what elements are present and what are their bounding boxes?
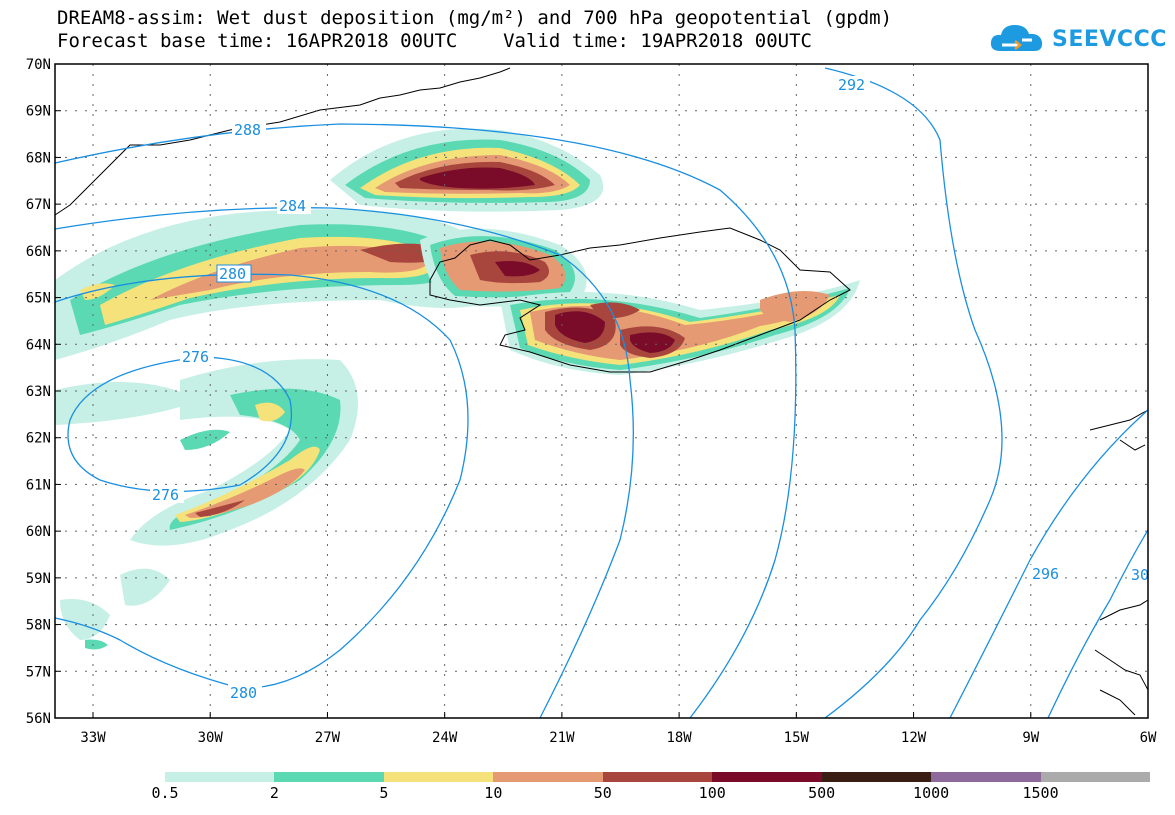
legend-label: 1500 (1022, 784, 1059, 802)
legend-swatch (712, 772, 822, 782)
contour-280 (54, 273, 469, 689)
contour-296 (949, 409, 1149, 719)
legend-swatch (1040, 772, 1150, 782)
lon-label: 21W (549, 730, 575, 746)
dust-deposition-shading (55, 128, 860, 650)
legend-swatch (821, 772, 932, 782)
legend-swatch (493, 772, 603, 782)
contour-300 (1047, 529, 1149, 719)
contour-284 (54, 207, 634, 719)
forecast-map: 292 288 284 280 276 276 280 296 30 70N 69… (26, 57, 1157, 746)
legend-label: 2 (269, 784, 279, 802)
legend-swatch (602, 772, 713, 782)
lat-label: 61N (26, 477, 51, 493)
latitude-labels: 70N 69N 68N 67N 66N 65N 64N 63N 62N 61N 60N 59N 58N 5… (26, 57, 61, 727)
lon-label: 15W (784, 730, 810, 746)
legend-swatch (383, 772, 494, 782)
lon-label: 27W (315, 730, 341, 746)
lat-label: 66N (26, 244, 51, 260)
legend-label: 50 (593, 784, 612, 802)
greenland-coastline (54, 67, 511, 216)
contour-label: 280 (230, 684, 257, 702)
lat-label: 57N (26, 664, 51, 680)
lat-label: 69N (26, 104, 51, 120)
contour-label: 280 (219, 265, 246, 283)
contour-label: 284 (279, 197, 306, 215)
lon-label: 30W (198, 730, 224, 746)
legend-swatch (274, 772, 384, 782)
longitude-labels: 33W 30W 27W 24W 21W 18W 15W 12W 9W 6W (80, 712, 1157, 746)
contour-label: 30 (1131, 566, 1149, 584)
coastlines (54, 67, 1149, 716)
contour-292 (824, 67, 1003, 719)
geopotential-contours (54, 67, 1149, 719)
lat-label: 67N (26, 197, 51, 213)
lon-label: 18W (666, 730, 692, 746)
legend-label: 1000 (913, 784, 950, 802)
lat-label: 56N (26, 711, 51, 727)
lat-label: 59N (26, 571, 51, 587)
iceland-coastline (429, 227, 851, 373)
cloud-icon (990, 25, 1043, 51)
legend-label: 100 (698, 784, 726, 802)
lat-label: 68N (26, 150, 51, 166)
contour-label: 276 (182, 348, 209, 366)
lat-label: 58N (26, 618, 51, 634)
legend-swatch (165, 772, 275, 782)
lat-label: 62N (26, 431, 51, 447)
scotland-coastline (1094, 599, 1149, 716)
graticule (55, 64, 1148, 718)
legend-label: 0.5 (151, 784, 179, 802)
legend-swatch (931, 772, 1041, 782)
contour-labels: 292 288 284 280 276 276 280 296 30 (150, 76, 1149, 702)
contour-label: 292 (838, 76, 865, 94)
faroe-coastline (1089, 409, 1149, 451)
lon-label: 9W (1022, 730, 1039, 746)
legend-label: 5 (379, 784, 389, 802)
lat-label: 64N (26, 337, 51, 353)
legend-label: 500 (808, 784, 836, 802)
lon-label: 12W (901, 730, 927, 746)
map-title: DREAM8-assim: Wet dust deposition (mg/m²… (57, 7, 893, 29)
lon-label: 6W (1140, 730, 1157, 746)
seevccc-logo: SEEVCCC (988, 18, 1167, 60)
contour-288 (54, 123, 797, 719)
contour-label: 288 (234, 121, 261, 139)
lat-label: 70N (26, 57, 51, 73)
lat-label: 65N (26, 291, 51, 307)
contour-label: 276 (152, 486, 179, 504)
color-legend (165, 772, 1150, 782)
lat-label: 60N (26, 524, 51, 540)
contour-label: 296 (1032, 565, 1059, 583)
lon-label: 24W (432, 730, 458, 746)
lon-label: 33W (80, 730, 106, 746)
lat-label: 63N (26, 384, 51, 400)
map-subtitle: Forecast base time: 16APR2018 00UTC Vali… (57, 30, 812, 52)
logo-text: SEEVCCC (1052, 26, 1167, 52)
legend-label: 10 (484, 784, 503, 802)
